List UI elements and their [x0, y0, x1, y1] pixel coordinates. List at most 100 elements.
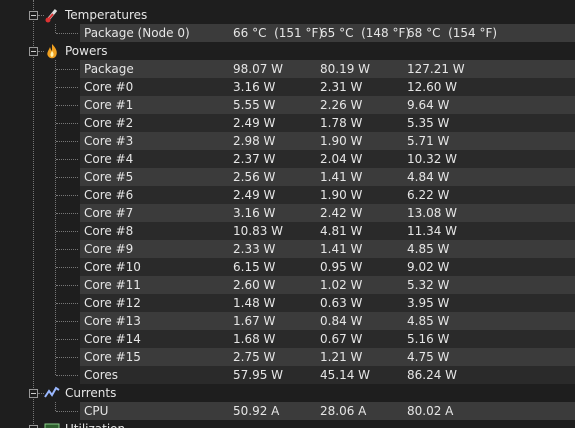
- sensor-name: Core #2: [84, 116, 134, 130]
- sensor-value: 65 °C (148 °F): [320, 26, 411, 40]
- sensor-row[interactable]: Core #10 6.15 W 0.95 W 9.02 W: [80, 258, 575, 276]
- tree-line: [56, 375, 78, 376]
- tree-line: [56, 411, 78, 412]
- sensor-value: 2.49 W: [233, 188, 276, 202]
- group-row[interactable]: Utilization: [0, 420, 575, 428]
- sensor-value: 6.15 W: [233, 260, 276, 274]
- sensor-name: Core #6: [84, 188, 134, 202]
- sensor-row[interactable]: Core #15 2.75 W 1.21 W 4.75 W: [80, 348, 575, 366]
- group-label: Powers: [65, 44, 108, 58]
- sensor-value: 9.64 W: [407, 98, 450, 112]
- sensor-name: Core #10: [84, 260, 141, 274]
- sensor-name: Core #1: [84, 98, 134, 112]
- sensor-row[interactable]: CPU 50.92 A 28.06 A 80.02 A: [80, 402, 575, 420]
- sensor-row[interactable]: Core #3 2.98 W 1.90 W 5.71 W: [80, 132, 575, 150]
- sensor-value: 4.75 W: [407, 350, 450, 364]
- tree-line: [56, 33, 78, 34]
- sensor-value: 4.84 W: [407, 170, 450, 184]
- group-row[interactable]: Temperatures: [0, 6, 575, 24]
- sensor-row[interactable]: Core #8 10.83 W 4.81 W 11.34 W: [80, 222, 575, 240]
- sensor-value: 2.37 W: [233, 152, 276, 166]
- group-icon: [44, 385, 60, 406]
- sensor-row[interactable]: Core #1 5.55 W 2.26 W 9.64 W: [80, 96, 575, 114]
- group-row[interactable]: Currents: [0, 384, 575, 402]
- sensor-name: Core #7: [84, 206, 134, 220]
- sensor-value: 3.16 W: [233, 206, 276, 220]
- sensor-value: 13.08 W: [407, 206, 458, 220]
- tree-line: [56, 231, 78, 232]
- sensor-row[interactable]: Core #5 2.56 W 1.41 W 4.84 W: [80, 168, 575, 186]
- sensor-value: 1.41 W: [320, 170, 363, 184]
- sensor-value: 127.21 W: [407, 62, 465, 76]
- expand-toggle[interactable]: [29, 47, 38, 56]
- tree-line: [56, 177, 78, 178]
- sensor-value: 80.19 W: [320, 62, 371, 76]
- sensor-row[interactable]: Package (Node 0) 66 °C (151 °F) 65 °C (148…: [80, 24, 575, 42]
- sensor-value: 50.92 A: [233, 404, 280, 418]
- sensor-value: 1.48 W: [233, 296, 276, 310]
- sensor-value: 2.33 W: [233, 242, 276, 256]
- group-icon: [44, 421, 60, 428]
- sensor-name: Core #12: [84, 296, 141, 310]
- sensor-value: 10.83 W: [233, 224, 284, 238]
- sensor-value: 2.60 W: [233, 278, 276, 292]
- sensor-row[interactable]: Core #6 2.49 W 1.90 W 6.22 W: [80, 186, 575, 204]
- sensor-value: 2.04 W: [320, 152, 363, 166]
- sensor-row[interactable]: Core #7 3.16 W 2.42 W 13.08 W: [80, 204, 575, 222]
- sensor-name: Core #9: [84, 242, 134, 256]
- sensor-name: CPU: [84, 404, 109, 418]
- sensor-row[interactable]: Core #4 2.37 W 2.04 W 10.32 W: [80, 150, 575, 168]
- sensor-value: 5.55 W: [233, 98, 276, 112]
- sensor-row[interactable]: Core #2 2.49 W 1.78 W 5.35 W: [80, 114, 575, 132]
- sensor-value: 5.32 W: [407, 278, 450, 292]
- sensor-value: 2.75 W: [233, 350, 276, 364]
- sensor-row[interactable]: Core #11 2.60 W 1.02 W 5.32 W: [80, 276, 575, 294]
- tree-line: [56, 357, 78, 358]
- group-label: Temperatures: [65, 8, 148, 22]
- sensor-name: Core #4: [84, 152, 134, 166]
- sensor-value: 1.21 W: [320, 350, 363, 364]
- tree-line: [56, 105, 78, 106]
- expand-toggle[interactable]: [29, 425, 38, 428]
- expand-toggle[interactable]: [29, 389, 38, 398]
- sensor-value: 98.07 W: [233, 62, 284, 76]
- sensor-value: 3.95 W: [407, 296, 450, 310]
- sensor-value: 1.41 W: [320, 242, 363, 256]
- sensor-value: 2.56 W: [233, 170, 276, 184]
- group-label: Currents: [65, 386, 117, 400]
- sensor-name: Core #3: [84, 134, 134, 148]
- sensor-value: 6.22 W: [407, 188, 450, 202]
- sensor-value: 0.67 W: [320, 332, 363, 346]
- sensor-value: 4.81 W: [320, 224, 363, 238]
- sensor-row[interactable]: Core #13 1.67 W 0.84 W 4.85 W: [80, 312, 575, 330]
- sensor-value: 2.26 W: [320, 98, 363, 112]
- sensor-name: Core #5: [84, 170, 134, 184]
- sensor-row[interactable]: Cores 57.95 W 45.14 W 86.24 W: [80, 366, 575, 384]
- sensor-value: 2.49 W: [233, 116, 276, 130]
- tree-line: [56, 159, 78, 160]
- sensor-row[interactable]: Core #14 1.68 W 0.67 W 5.16 W: [80, 330, 575, 348]
- tree-line: [56, 285, 78, 286]
- tree-line: [55, 24, 56, 33]
- sensor-value: 0.84 W: [320, 314, 363, 328]
- sensor-row[interactable]: Package 98.07 W 80.19 W 127.21 W: [80, 60, 575, 78]
- group-row[interactable]: Powers: [0, 42, 575, 60]
- tree-line: [56, 321, 78, 322]
- tree-line: [56, 69, 78, 70]
- sensor-value: 10.32 W: [407, 152, 458, 166]
- sensor-value: 5.16 W: [407, 332, 450, 346]
- tree-line: [56, 87, 78, 88]
- sensor-row[interactable]: Core #0 3.16 W 2.31 W 12.60 W: [80, 78, 575, 96]
- sensor-row[interactable]: Core #9 2.33 W 1.41 W 4.85 W: [80, 240, 575, 258]
- sensor-value: 12.60 W: [407, 80, 458, 94]
- expand-toggle[interactable]: [29, 11, 38, 20]
- sensor-name: Core #14: [84, 332, 141, 346]
- tree-line: [38, 51, 44, 52]
- sensor-value: 1.68 W: [233, 332, 276, 346]
- tree-line: [33, 0, 34, 428]
- sensor-value: 2.31 W: [320, 80, 363, 94]
- sensor-name: Core #11: [84, 278, 141, 292]
- sensor-row[interactable]: Core #12 1.48 W 0.63 W 3.95 W: [80, 294, 575, 312]
- sensor-value: 0.95 W: [320, 260, 363, 274]
